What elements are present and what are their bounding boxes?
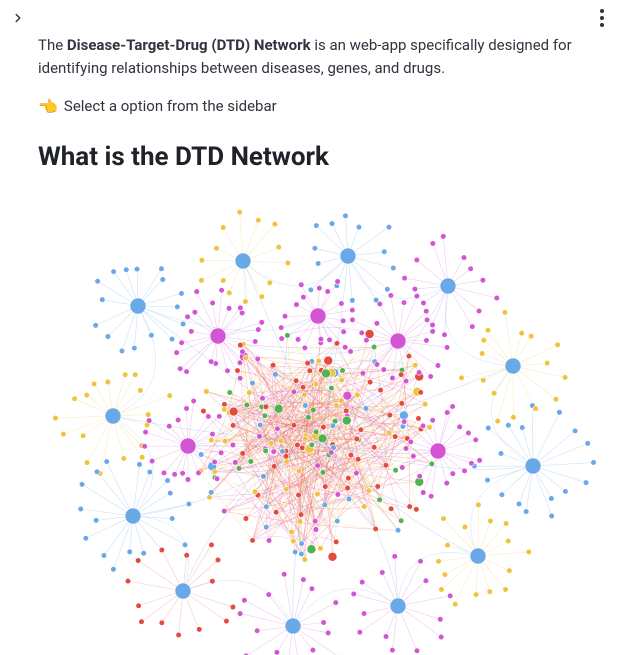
section-title: What is the DTD Network [38,142,582,172]
sidebar-hint: 👈 Select a option from the sidebar [38,97,582,116]
network-graph [38,186,598,655]
sidebar-toggle-button[interactable] [6,6,30,30]
hint-text: Select a option from the sidebar [64,97,277,115]
main-content: The Disease-Target-Drug (DTD) Network is… [0,0,620,655]
intro-bold: Disease-Target-Drug (DTD) Network [67,36,311,54]
intro-paragraph: The Disease-Target-Drug (DTD) Network is… [38,34,582,81]
point-left-icon: 👈 [38,97,58,116]
app-menu-button[interactable] [590,6,614,30]
